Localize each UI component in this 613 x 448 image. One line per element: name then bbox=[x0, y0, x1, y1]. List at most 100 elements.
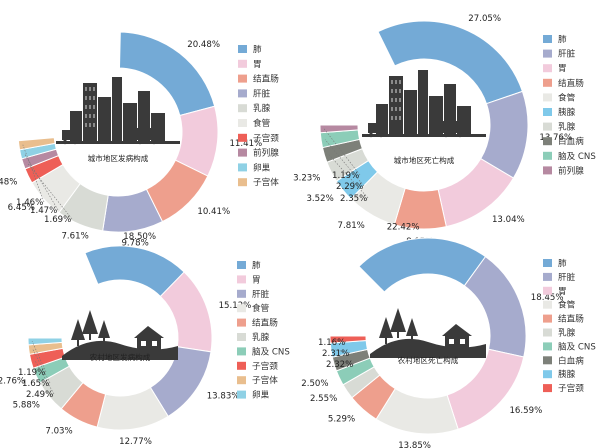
legend-label: 食管 bbox=[252, 302, 270, 314]
legend-label: 前列腺 bbox=[253, 147, 279, 159]
legend-swatch bbox=[543, 137, 552, 146]
percentage-label: 7.61% bbox=[61, 231, 88, 241]
legend-label: 白血病 bbox=[558, 135, 584, 147]
legend-swatch bbox=[543, 370, 552, 379]
percentage-label: 10.41% bbox=[197, 207, 230, 217]
legend-swatch bbox=[543, 122, 552, 131]
legend-swatch bbox=[543, 356, 552, 365]
percentage-label: 13.85% bbox=[398, 441, 431, 448]
leader-line bbox=[31, 341, 47, 373]
legend-swatch bbox=[543, 328, 552, 337]
legend-label: 子宫颈 bbox=[558, 382, 584, 394]
percentage-label: 2.32% bbox=[326, 360, 353, 370]
donut-chart-urban-mortality: 27.05%13.76%13.04%8.05%7.81%3.52%3.23%2.… bbox=[293, 14, 596, 247]
legend-label: 子宫体 bbox=[252, 374, 278, 386]
percentage-label: 11.41% bbox=[229, 139, 262, 149]
percentage-label: 7.81% bbox=[338, 221, 365, 231]
percentage-label: 5.88% bbox=[13, 400, 40, 410]
legend-swatch bbox=[237, 347, 246, 356]
legend-label: 结直肠 bbox=[558, 313, 584, 325]
legend-label: 肝脏 bbox=[253, 87, 271, 99]
legend-label: 肝脏 bbox=[558, 271, 576, 283]
donut-chart-rural-mortality: 22.42% 18.45% 16.59% 13.85% 5.29% 2.55% 2.50% 2… bbox=[301, 222, 596, 448]
legend-swatch bbox=[543, 49, 552, 58]
chart-center-title: 农村地区死亡构成 bbox=[398, 355, 459, 365]
donut-slice-uterus bbox=[17, 137, 56, 151]
legend-label: 胰腺 bbox=[558, 368, 576, 380]
legend-swatch bbox=[543, 78, 552, 87]
legend-swatch bbox=[238, 148, 247, 157]
leader-line bbox=[34, 360, 55, 395]
legend-label: 胃 bbox=[558, 286, 567, 297]
legend-swatch bbox=[543, 272, 552, 281]
percentage-label: 1.16% bbox=[318, 338, 345, 348]
legend-swatch bbox=[238, 59, 247, 68]
percentage-label: 2.48% bbox=[0, 177, 17, 187]
legend-swatch bbox=[543, 35, 552, 43]
percentage-label: 2.31% bbox=[322, 349, 349, 359]
legend-label: 子宫体 bbox=[253, 176, 279, 188]
percentage-label: 1.19% bbox=[18, 368, 45, 378]
legend-label: 肺 bbox=[558, 258, 567, 269]
legend-swatch bbox=[238, 163, 247, 172]
leader-line bbox=[32, 348, 51, 384]
percentage-label: 2.49% bbox=[26, 390, 53, 400]
percentage-label: 2.55% bbox=[310, 394, 337, 404]
percentage-label: 12.77% bbox=[119, 437, 152, 447]
chart-center-title: 城市地区死亡构成 bbox=[394, 155, 455, 165]
legend-swatch bbox=[237, 361, 246, 370]
legend-label: 胃 bbox=[252, 274, 261, 285]
legend-label: 结直肠 bbox=[253, 73, 279, 85]
legend-label: 肝脏 bbox=[252, 288, 270, 300]
percentage-label: 15.12% bbox=[219, 301, 252, 311]
legend-swatch bbox=[238, 89, 247, 98]
leader-line bbox=[26, 162, 73, 220]
donut-chart-rural-incidence: 18.50% 15.12% 13.83% 12.77% 7.03% 5.88% 2.76%2… bbox=[0, 232, 290, 447]
legend-label: 食管 bbox=[558, 299, 576, 311]
legend-label: 肺 bbox=[558, 34, 567, 45]
leader-line bbox=[323, 128, 361, 176]
legend-swatch bbox=[543, 259, 552, 267]
legend-label: 肺 bbox=[252, 260, 261, 271]
percentage-label: 3.52% bbox=[306, 194, 333, 204]
legend-swatch bbox=[237, 318, 246, 327]
percentage-label: 6.45% bbox=[8, 203, 35, 213]
donut-chart-urban-incidence: 20.48% 11.41% 10.41% 9.78% 7.61% 6.45% 2.48% 1.… bbox=[0, 31, 279, 249]
legend-swatch bbox=[543, 151, 552, 160]
legend-label: 食管 bbox=[253, 117, 271, 129]
legend-swatch bbox=[238, 178, 247, 187]
legend-label: 脑及 CNS bbox=[252, 345, 290, 357]
legend-swatch bbox=[543, 64, 552, 73]
legend-swatch bbox=[543, 314, 552, 323]
percentage-label: 2.35% bbox=[340, 194, 367, 204]
legend-label: 子宫颈 bbox=[252, 360, 278, 372]
legend-swatch bbox=[237, 304, 246, 313]
legend-label: 胃 bbox=[558, 63, 567, 74]
legend-label: 结直肠 bbox=[252, 317, 278, 329]
percentage-label: 2.29% bbox=[336, 182, 363, 192]
legend-swatch bbox=[237, 376, 246, 385]
legend-swatch bbox=[543, 93, 552, 102]
legend-swatch bbox=[237, 333, 246, 341]
percentage-label: 9.78% bbox=[121, 239, 148, 249]
legend-label: 白血病 bbox=[558, 354, 584, 366]
legend-swatch bbox=[543, 166, 552, 175]
donut-slice-stomach bbox=[446, 348, 525, 430]
donut-slice-cervix bbox=[329, 335, 367, 344]
legend-label: 乳腺 bbox=[252, 331, 270, 343]
percentage-label: 20.48% bbox=[187, 40, 220, 50]
leader-line bbox=[22, 144, 45, 203]
legend-swatch bbox=[238, 45, 247, 53]
percentage-label: 2.76% bbox=[0, 377, 25, 387]
legend-label: 乳腺 bbox=[253, 102, 271, 114]
percentage-label: 1.69% bbox=[44, 215, 71, 225]
percentage-label: 1.47% bbox=[30, 206, 57, 216]
percentage-label: 13.83% bbox=[207, 391, 240, 401]
legend-label: 脑及 CNS bbox=[558, 340, 596, 352]
legend-label: 子宫颈 bbox=[253, 132, 279, 144]
legend-swatch bbox=[543, 300, 552, 309]
legend-label: 卵巢 bbox=[253, 161, 271, 173]
percentage-label: 13.76% bbox=[539, 133, 572, 143]
